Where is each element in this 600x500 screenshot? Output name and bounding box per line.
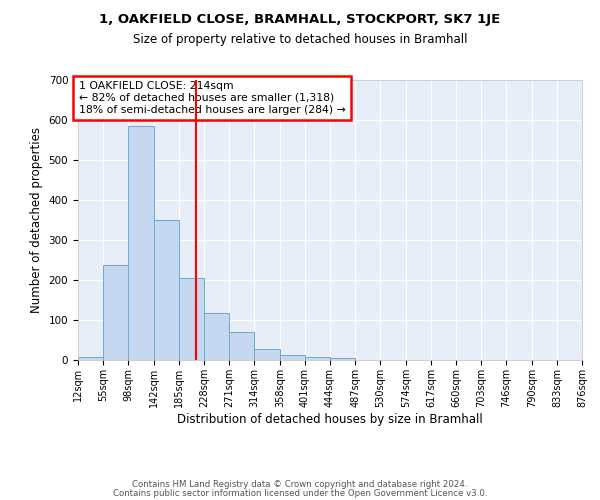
Bar <box>103 265 128 360</box>
Bar <box>229 332 254 360</box>
Bar <box>330 358 355 360</box>
Bar <box>254 349 280 360</box>
Bar <box>204 313 229 360</box>
Text: 1, OAKFIELD CLOSE, BRAMHALL, STOCKPORT, SK7 1JE: 1, OAKFIELD CLOSE, BRAMHALL, STOCKPORT, … <box>100 12 500 26</box>
Bar <box>78 357 103 360</box>
Y-axis label: Number of detached properties: Number of detached properties <box>30 127 43 313</box>
Bar <box>179 278 204 360</box>
Bar <box>128 126 154 360</box>
Text: 1 OAKFIELD CLOSE: 214sqm
← 82% of detached houses are smaller (1,318)
18% of sem: 1 OAKFIELD CLOSE: 214sqm ← 82% of detach… <box>79 82 346 114</box>
Bar <box>154 220 179 360</box>
Text: Contains public sector information licensed under the Open Government Licence v3: Contains public sector information licen… <box>113 488 487 498</box>
Text: Size of property relative to detached houses in Bramhall: Size of property relative to detached ho… <box>133 32 467 46</box>
X-axis label: Distribution of detached houses by size in Bramhall: Distribution of detached houses by size … <box>177 412 483 426</box>
Bar <box>280 355 305 360</box>
Text: Contains HM Land Registry data © Crown copyright and database right 2024.: Contains HM Land Registry data © Crown c… <box>132 480 468 489</box>
Bar <box>305 357 330 360</box>
